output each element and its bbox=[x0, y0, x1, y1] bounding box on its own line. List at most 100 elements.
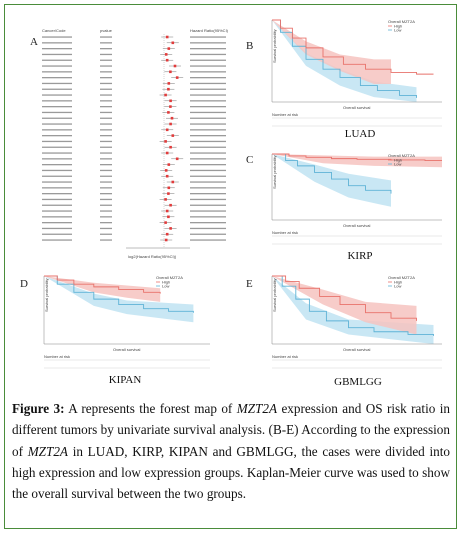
forest-row-pvalue-mark bbox=[100, 65, 112, 67]
forest-row-pvalue-mark bbox=[100, 169, 112, 172]
forest-hr-point bbox=[167, 163, 171, 166]
km-legend-low: Low bbox=[394, 161, 401, 166]
forest-hr-point bbox=[171, 180, 175, 184]
forest-hr-point bbox=[167, 215, 170, 219]
forest-header-code: Cancer/Code bbox=[42, 28, 66, 33]
km-curve-high bbox=[272, 19, 434, 75]
forest-row-hr-mark bbox=[190, 94, 226, 96]
forest-hr-point bbox=[167, 82, 171, 85]
km-curve-high bbox=[44, 275, 161, 294]
forest-hr-point bbox=[175, 76, 179, 79]
panel-d-letter: D bbox=[20, 278, 28, 290]
forest-row-label-mark bbox=[42, 71, 72, 73]
forest-hr-point bbox=[165, 128, 169, 132]
forest-row-label-mark bbox=[42, 181, 72, 183]
km-xlabel: Overall survival bbox=[343, 223, 370, 228]
forest-hr-point bbox=[175, 157, 179, 161]
forest-row-pvalue-mark bbox=[100, 193, 112, 195]
forest-row-label-mark bbox=[42, 204, 72, 206]
panel-b-letter: B bbox=[246, 40, 254, 52]
forest-hr-point bbox=[165, 151, 169, 155]
forest-row-pvalue-mark bbox=[100, 88, 112, 90]
forest-row-label-mark bbox=[42, 94, 72, 96]
forest-row-hr-mark bbox=[190, 181, 226, 183]
forest-hr-point bbox=[169, 145, 172, 149]
forest-hr-point bbox=[164, 198, 167, 201]
forest-hr-point bbox=[169, 105, 172, 108]
km-ci-band-high bbox=[44, 276, 161, 302]
forest-row-pvalue-mark bbox=[100, 152, 112, 154]
forest-row-label-mark bbox=[42, 187, 72, 189]
km-curve-high bbox=[272, 153, 442, 162]
forest-row-hr-mark bbox=[190, 158, 226, 160]
forest-row-label-mark bbox=[42, 135, 72, 137]
forest-row-pvalue-mark bbox=[100, 135, 112, 137]
forest-row-pvalue-mark bbox=[100, 94, 112, 96]
km-label-gbmlgg: GBMLGG bbox=[334, 376, 382, 388]
forest-hr-point bbox=[171, 134, 175, 137]
forest-row-pvalue-mark bbox=[100, 53, 112, 56]
forest-hr-point bbox=[167, 111, 170, 114]
km-ci-band-low bbox=[272, 154, 391, 207]
forest-row-pvalue-mark bbox=[100, 204, 112, 206]
forest-row-hr-mark bbox=[190, 53, 226, 56]
forest-row-label-mark bbox=[42, 216, 72, 218]
km-label-kirp: KIRP bbox=[347, 250, 373, 262]
forest-row-label-mark bbox=[42, 100, 72, 102]
km-ci-band-low bbox=[272, 20, 417, 102]
forest-hr-point bbox=[164, 238, 168, 242]
forest-hr-point bbox=[164, 140, 167, 143]
forest-row-hr-mark bbox=[190, 140, 226, 143]
forest-row-pvalue-mark bbox=[100, 216, 112, 218]
forest-row-label-mark bbox=[42, 140, 72, 143]
km-risk-label: Number at risk bbox=[272, 230, 298, 235]
forest-row-pvalue-mark bbox=[100, 42, 112, 44]
forest-row-label-mark bbox=[42, 158, 72, 160]
forest-row-pvalue-mark bbox=[100, 175, 112, 177]
forest-row-hr-mark bbox=[190, 204, 226, 206]
forest-row-hr-mark bbox=[190, 65, 226, 67]
forest-row-hr-mark bbox=[190, 88, 226, 90]
forest-row-hr-mark bbox=[190, 152, 226, 154]
forest-hr-point bbox=[173, 64, 177, 68]
forest-row-label-mark bbox=[42, 175, 72, 177]
forest-row-pvalue-mark bbox=[100, 181, 112, 183]
forest-row-hr-mark bbox=[190, 227, 226, 230]
forest-row-label-mark bbox=[42, 152, 72, 154]
km-ylabel: Survival probability bbox=[44, 278, 49, 312]
forest-hr-point bbox=[165, 209, 169, 213]
forest-row-pvalue-mark bbox=[100, 164, 112, 166]
forest-hr-point bbox=[165, 174, 169, 178]
forest-row-pvalue-mark bbox=[100, 111, 112, 114]
forest-row-hr-mark bbox=[190, 117, 226, 119]
forest-row-pvalue-mark bbox=[100, 100, 112, 102]
forest-hr-point bbox=[165, 58, 169, 62]
km-legend-high: High bbox=[394, 279, 402, 284]
forest-row-label-mark bbox=[42, 193, 72, 195]
forest-row-hr-mark bbox=[190, 193, 226, 195]
forest-header-pvalue: pvalue bbox=[100, 28, 113, 33]
forest-row-pvalue-mark bbox=[100, 140, 112, 143]
km-xlabel: Overall survival bbox=[343, 105, 370, 110]
caption-gene-2: MZT2A bbox=[27, 443, 68, 459]
km-label-luad: LUAD bbox=[344, 128, 376, 140]
km-ylabel: Survival probability bbox=[272, 278, 277, 312]
forest-row-hr-mark bbox=[190, 48, 226, 50]
forest-row-label-mark bbox=[42, 65, 72, 67]
forest-row-hr-mark bbox=[190, 123, 226, 125]
forest-row-label-mark bbox=[42, 164, 72, 166]
forest-row-hr-mark bbox=[190, 82, 226, 85]
forest-row-hr-mark bbox=[190, 71, 226, 73]
forest-row-pvalue-mark bbox=[100, 158, 112, 160]
forest-row-hr-mark bbox=[190, 111, 226, 114]
km-legend-title: Overall MZT2A bbox=[388, 153, 415, 158]
forest-row-pvalue-mark bbox=[100, 233, 112, 235]
